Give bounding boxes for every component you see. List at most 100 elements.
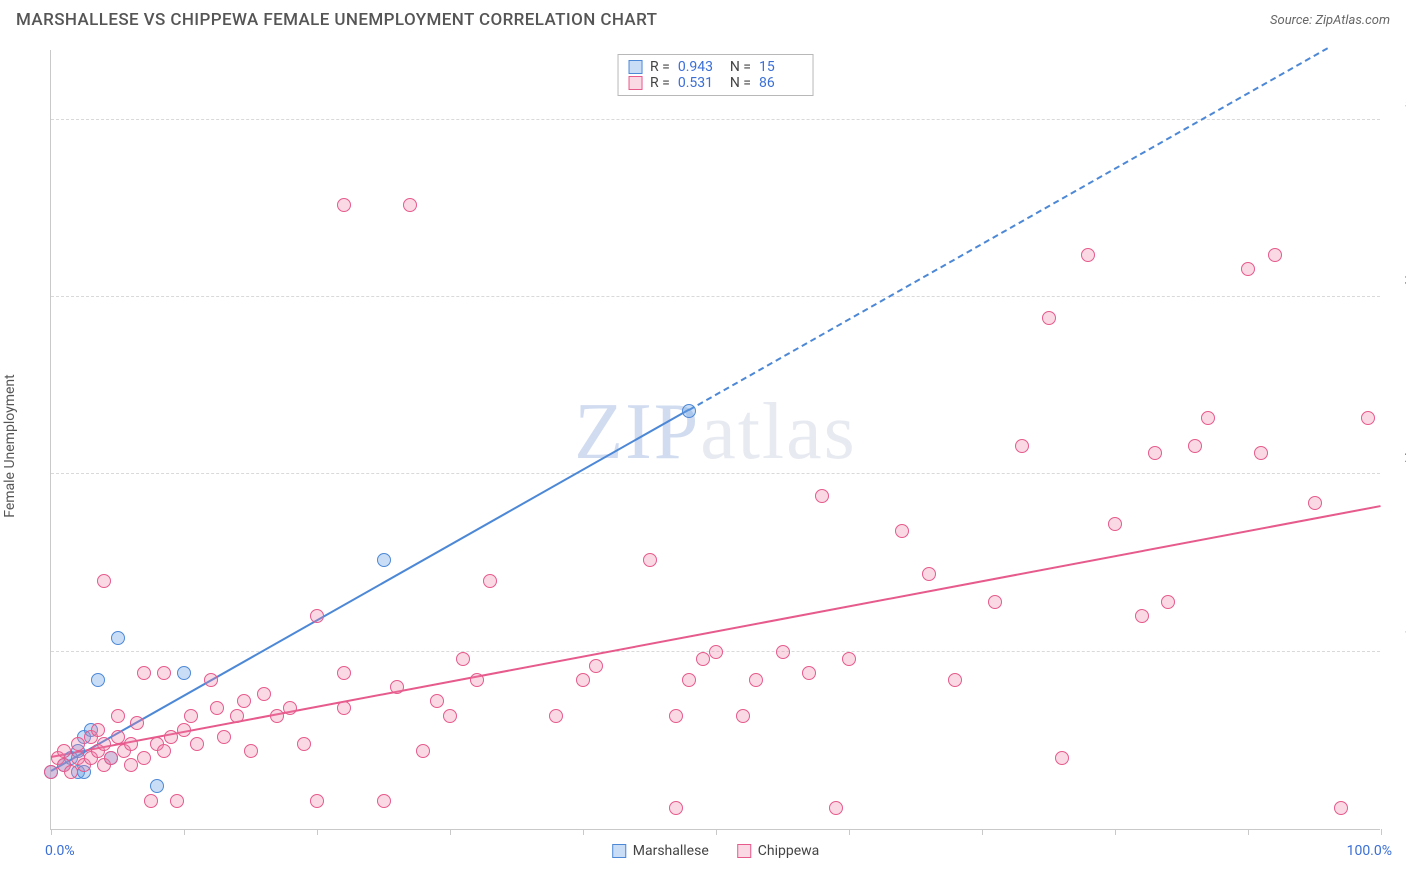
- watermark: ZIPatlas: [574, 387, 857, 478]
- data-point-chippewa: [190, 737, 204, 751]
- source-prefix: Source:: [1270, 13, 1315, 28]
- data-point-chippewa: [1334, 801, 1348, 815]
- data-point-chippewa: [829, 801, 843, 815]
- data-point-chippewa: [310, 609, 324, 623]
- data-point-chippewa: [1241, 262, 1255, 276]
- data-point-chippewa: [802, 666, 816, 680]
- data-point-chippewa: [157, 744, 171, 758]
- legend-n-value: 15: [759, 59, 803, 75]
- legend-swatch-marshallese: [628, 60, 642, 74]
- data-point-chippewa: [1188, 439, 1202, 453]
- data-point-chippewa: [669, 801, 683, 815]
- series-legend-item-chippewa: Chippewa: [737, 843, 820, 859]
- data-point-chippewa: [204, 673, 218, 687]
- trend-line: [51, 505, 1381, 758]
- data-point-chippewa: [776, 645, 790, 659]
- data-point-chippewa: [1148, 446, 1162, 460]
- watermark-atlas: atlas: [700, 388, 857, 476]
- x-tick: [1381, 829, 1382, 835]
- gridline: [51, 473, 1380, 474]
- data-point-chippewa: [483, 574, 497, 588]
- x-tick: [982, 829, 983, 835]
- x-tick: [51, 829, 52, 835]
- data-point-chippewa: [1201, 411, 1215, 425]
- data-point-chippewa: [157, 666, 171, 680]
- y-tick-label: 37.5%: [1388, 273, 1406, 289]
- data-point-chippewa: [337, 666, 351, 680]
- data-point-chippewa: [470, 673, 484, 687]
- series-legend-item-marshallese: Marshallese: [612, 843, 709, 859]
- data-point-chippewa: [124, 758, 138, 772]
- legend-swatch-chippewa: [737, 844, 751, 858]
- data-point-chippewa: [696, 652, 710, 666]
- data-point-chippewa: [177, 723, 191, 737]
- data-point-chippewa: [137, 751, 151, 765]
- series-legend: Marshallese Chippewa: [612, 843, 820, 859]
- data-point-chippewa: [1108, 517, 1122, 531]
- data-point-marshallese: [111, 631, 125, 645]
- data-point-chippewa: [1361, 411, 1375, 425]
- data-point-chippewa: [430, 694, 444, 708]
- y-tick-label: 50.0%: [1388, 96, 1406, 112]
- correlation-legend-row-chippewa: R =0.531N =86: [628, 75, 803, 91]
- gridline: [51, 119, 1380, 120]
- legend-n-label: N =: [730, 75, 751, 91]
- trend-line: [51, 409, 690, 772]
- data-point-chippewa: [922, 567, 936, 581]
- x-tick: [450, 829, 451, 835]
- data-point-chippewa: [217, 730, 231, 744]
- data-point-chippewa: [144, 794, 158, 808]
- data-point-chippewa: [297, 737, 311, 751]
- legend-r-value: 0.531: [678, 75, 722, 91]
- data-point-chippewa: [210, 701, 224, 715]
- x-tick: [184, 829, 185, 835]
- data-point-marshallese: [150, 779, 164, 793]
- data-point-chippewa: [237, 694, 251, 708]
- data-point-chippewa: [576, 673, 590, 687]
- data-point-chippewa: [1055, 751, 1069, 765]
- legend-r-label: R =: [650, 59, 670, 75]
- data-point-marshallese: [91, 673, 105, 687]
- data-point-chippewa: [337, 198, 351, 212]
- data-point-chippewa: [1308, 496, 1322, 510]
- data-point-chippewa: [310, 794, 324, 808]
- data-point-chippewa: [842, 652, 856, 666]
- data-point-chippewa: [111, 709, 125, 723]
- data-point-chippewa: [1268, 248, 1282, 262]
- y-axis-title: Female Unemployment: [2, 374, 18, 518]
- data-point-chippewa: [337, 701, 351, 715]
- data-point-chippewa: [377, 794, 391, 808]
- correlation-legend: R =0.943N =15R =0.531N =86: [617, 54, 814, 96]
- data-point-chippewa: [230, 709, 244, 723]
- data-point-chippewa: [111, 730, 125, 744]
- data-point-chippewa: [643, 553, 657, 567]
- x-tick: [583, 829, 584, 835]
- page-title: MARSHALLESE VS CHIPPEWA FEMALE UNEMPLOYM…: [16, 10, 657, 30]
- data-point-chippewa: [549, 709, 563, 723]
- legend-r-value: 0.943: [678, 59, 722, 75]
- data-point-chippewa: [64, 765, 78, 779]
- series-legend-label: Chippewa: [758, 843, 820, 859]
- data-point-chippewa: [104, 751, 118, 765]
- data-point-chippewa: [130, 716, 144, 730]
- data-point-chippewa: [669, 709, 683, 723]
- data-point-chippewa: [1161, 595, 1175, 609]
- legend-r-label: R =: [650, 75, 670, 91]
- data-point-chippewa: [403, 198, 417, 212]
- source-credit: Source: ZipAtlas.com: [1270, 13, 1390, 28]
- data-point-chippewa: [682, 673, 696, 687]
- trend-line: [689, 47, 1328, 410]
- data-point-chippewa: [456, 652, 470, 666]
- data-point-chippewa: [390, 680, 404, 694]
- data-point-chippewa: [184, 709, 198, 723]
- x-tick: [1248, 829, 1249, 835]
- legend-swatch-marshallese: [612, 844, 626, 858]
- data-point-chippewa: [44, 765, 58, 779]
- data-point-chippewa: [815, 489, 829, 503]
- data-point-chippewa: [57, 744, 71, 758]
- data-point-chippewa: [244, 744, 258, 758]
- y-tick-label: 25.0%: [1388, 450, 1406, 466]
- data-point-chippewa: [97, 574, 111, 588]
- data-point-chippewa: [124, 737, 138, 751]
- data-point-chippewa: [416, 744, 430, 758]
